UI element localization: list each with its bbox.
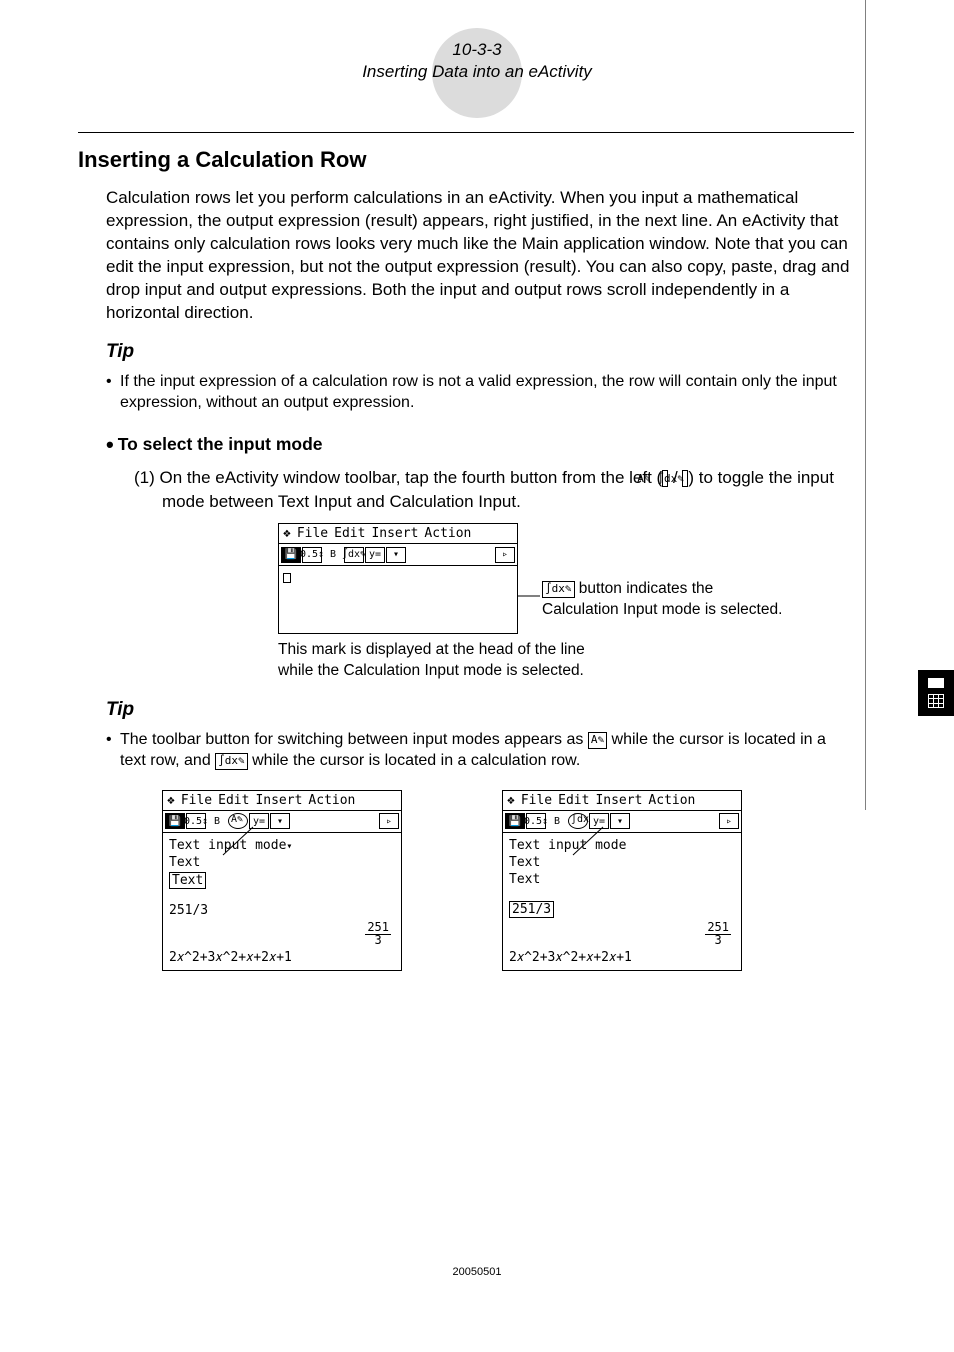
toolbar-dropdown-icon: ▾	[610, 813, 630, 829]
menu-file: File	[521, 793, 552, 808]
page-number: 10-3-3	[0, 40, 954, 60]
tip-1: • If the input expression of a calculati…	[106, 371, 854, 414]
pointer-line	[223, 827, 263, 857]
calc-mode-icon: ∫dx✎	[542, 581, 575, 597]
line-1: Text input mode▾	[167, 837, 397, 854]
side-tab-icon	[918, 670, 954, 716]
tip-2-text: The toolbar button for switching between…	[120, 729, 854, 772]
caption-head-mark: This mark is displayed at the head of th…	[278, 640, 854, 680]
toolbar-bold: B	[323, 547, 343, 563]
main-content: Inserting a Calculation Row Calculation …	[78, 132, 854, 971]
calc-line-2: 2𝑥^2+3𝑥^2+𝑥+2𝑥+1	[167, 949, 397, 966]
intro-paragraph: Calculation rows let you perform calcula…	[106, 187, 854, 325]
toolbar-expand-icon: ▹	[719, 813, 739, 829]
menu-file: File	[297, 526, 328, 541]
calc-row-head-mark	[283, 573, 291, 583]
calc-mode-icon: ∫dx✎	[215, 753, 248, 770]
callout-line	[518, 595, 540, 597]
menu-action: Action	[648, 793, 695, 808]
caption-text-b: while the Calculation Input mode is sele…	[278, 662, 584, 679]
menu-logo-icon: ❖	[283, 526, 291, 541]
menu-insert: Insert	[595, 793, 642, 808]
footer-number: 20050501	[0, 1266, 954, 1278]
step-1: (1) On the eActivity window toolbar, tap…	[134, 466, 854, 514]
caption-text-a: This mark is displayed at the head of th…	[278, 641, 585, 658]
screenshot-body: Text input mode Text Text 251/3 2513 2𝑥^…	[503, 833, 741, 970]
menu-edit: Edit	[218, 793, 249, 808]
menu-edit: Edit	[558, 793, 589, 808]
toolbar-bold: B	[547, 813, 567, 829]
section-title: Inserting a Calculation Row	[78, 147, 854, 173]
screenshot-menubar: ❖ File Edit Insert Action	[503, 791, 741, 811]
page-header: 10-3-3 Inserting Data into an eActivity	[0, 40, 954, 82]
screenshot-toolbar: 💾 0.5↕ B ∫dx✎ y= ▾ ▹	[279, 544, 517, 566]
menu-insert: Insert	[255, 793, 302, 808]
screenshot-menubar: ❖ File Edit Insert Action	[279, 524, 517, 544]
figure-1-row: ❖ File Edit Insert Action 💾 0.5↕ B ∫dx✎ …	[278, 523, 854, 634]
screenshot-toolbar: 💾 0.5↕ B ∫dx✎ y= ▾ ▹	[503, 811, 741, 833]
step-number: (1)	[134, 468, 160, 487]
menu-file: File	[181, 793, 212, 808]
result-fraction: 2513	[507, 919, 737, 949]
screenshot-text-mode-example: ❖ File Edit Insert Action 💾 0.5↕ B A✎ y=…	[162, 790, 402, 971]
screenshot-body	[279, 566, 517, 633]
menu-action: Action	[424, 526, 471, 541]
screenshot-body: Text input mode▾ Text Text 251/3 2513 2𝑥…	[163, 833, 401, 970]
pointer-line	[573, 827, 613, 857]
menu-edit: Edit	[334, 526, 365, 541]
calc-line-1: 251/3	[507, 900, 737, 919]
toolbar-mode-button: ∫dx✎	[344, 547, 364, 563]
tip-2: • The toolbar button for switching betwe…	[106, 729, 854, 772]
menu-logo-icon: ❖	[167, 793, 175, 808]
page-subtitle: Inserting Data into an eActivity	[0, 62, 954, 82]
menu-logo-icon: ❖	[507, 793, 515, 808]
tip-heading-2: Tip	[106, 699, 854, 721]
callout-text-b: Calculation Input mode is selected.	[542, 601, 782, 618]
screenshot-calc-mode: ❖ File Edit Insert Action 💾 0.5↕ B ∫dx✎ …	[278, 523, 518, 634]
callout-text-a: button indicates the	[575, 580, 714, 597]
screenshot-toolbar: 💾 0.5↕ B A✎ y= ▾ ▹	[163, 811, 401, 833]
bullet-icon: •	[106, 432, 114, 457]
toolbar-btn-2: 0.5↕	[302, 547, 322, 563]
subheading-text: To select the input mode	[118, 434, 323, 454]
menu-insert: Insert	[371, 526, 418, 541]
calc-line-1: 251/3	[167, 902, 397, 919]
toolbar-expand-icon: ▹	[495, 547, 515, 563]
screenshot-calc-mode-example: ❖ File Edit Insert Action 💾 0.5↕ B ∫dx✎ …	[502, 790, 742, 971]
result-fraction: 2513	[167, 919, 397, 949]
calc-line-2: 2𝑥^2+3𝑥^2+𝑥+2𝑥+1	[507, 949, 737, 966]
text-mode-icon: A✎	[588, 732, 607, 749]
toolbar-btn-2: 0.5↕	[186, 813, 206, 829]
toolbar-expand-icon: ▹	[379, 813, 399, 829]
line-3: Text	[507, 871, 737, 888]
toolbar-save-icon: 💾	[281, 547, 301, 563]
menu-action: Action	[308, 793, 355, 808]
toolbar-dropdown-icon: ▾	[270, 813, 290, 829]
toolbar-btn-2: 0.5↕	[526, 813, 546, 829]
bullet-icon: •	[106, 371, 120, 414]
screenshot-menubar: ❖ File Edit Insert Action	[163, 791, 401, 811]
toolbar-dropdown-icon: ▾	[386, 547, 406, 563]
horizontal-rule	[78, 132, 854, 133]
callout-calc-mode-button: ∫dx✎ button indicates the Calculation In…	[542, 579, 854, 619]
right-margin-line	[865, 0, 866, 810]
subheading-select-input-mode: •To select the input mode	[106, 432, 854, 458]
figure-2-row: ❖ File Edit Insert Action 💾 0.5↕ B A✎ y=…	[162, 790, 854, 971]
tip-1-text: If the input expression of a calculation…	[120, 371, 854, 414]
step-1-text-a: On the eActivity window toolbar, tap the…	[160, 468, 663, 487]
bullet-icon: •	[106, 729, 120, 772]
toolbar-save-icon: 💾	[165, 813, 185, 829]
blank-line	[167, 890, 397, 902]
toolbar-graph-icon: y=	[365, 547, 385, 563]
line-2: Text	[507, 854, 737, 871]
line-2: Text	[167, 854, 397, 871]
blank-line	[507, 888, 737, 900]
line-1: Text input mode	[507, 837, 737, 854]
line-3: Text	[167, 871, 397, 890]
toolbar-save-icon: 💾	[505, 813, 525, 829]
tip-heading-1: Tip	[106, 341, 854, 363]
